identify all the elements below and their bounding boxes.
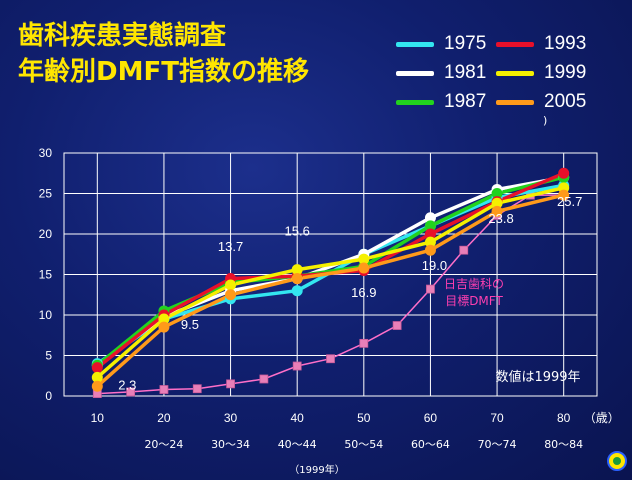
legend: 1975 1993 1981 1999 1987 2005: [396, 30, 626, 130]
legend-item-2005: 2005: [496, 90, 586, 114]
x-sub-label-2: 30～34: [211, 438, 250, 451]
annotation-1999: 数値は1999年: [495, 369, 580, 385]
point-1987-70: [491, 188, 503, 199]
y-tick-label-15: 15: [39, 268, 53, 282]
x-tick-label-10: 10: [91, 411, 105, 425]
legend-swatch-1975: [396, 41, 434, 47]
data-label-60: 19.0: [422, 258, 447, 273]
point-2005-80: [558, 189, 570, 201]
point-1999-30: [225, 279, 237, 291]
legend-label-1981: 1981: [444, 62, 487, 83]
legend-label-2005: 2005: [544, 91, 587, 112]
point-1975-40: [291, 285, 303, 297]
legend-item-1987: 1987: [396, 90, 486, 114]
data-label-80: 25.7: [557, 194, 582, 209]
x-sub-label-1: 20～24: [144, 438, 183, 451]
chart-title-line2: 年齢別DMFT指数の推移: [18, 57, 309, 87]
legend-paren: ): [543, 114, 548, 127]
x-sub-label-3: 40～44: [278, 438, 317, 451]
data-label-30: 13.7: [218, 239, 243, 254]
x-sub-label-7: 80～84: [544, 438, 583, 451]
x-sub-label-6: 70～74: [478, 438, 517, 451]
point-1999-50: [358, 253, 370, 265]
series-line-1999: [96, 186, 565, 379]
x-tick-label-60: 60: [424, 411, 438, 425]
point-1999-40: [291, 264, 303, 276]
legend-item-1993: 1993: [496, 32, 586, 56]
target-point-65: [459, 245, 469, 255]
point-2005-10: [91, 380, 103, 392]
legend-item-1981: 1981: [396, 61, 486, 85]
legend-swatch-1987: [396, 99, 434, 105]
target-point-40: [292, 361, 302, 371]
target-point-15: [126, 387, 136, 397]
data-label-10: 2.3: [118, 377, 136, 392]
legend-label-1975: 1975: [444, 33, 487, 54]
x-tick-label-80: 80: [557, 411, 571, 425]
target-point-45: [326, 354, 335, 364]
y-tick-label-30: 30: [39, 146, 53, 160]
legend-swatch-1981: [396, 70, 434, 76]
target-point-55: [392, 321, 402, 330]
data-label-20: 9.5: [181, 317, 199, 332]
point-1993-60: [424, 228, 436, 240]
point-1999-70: [491, 197, 503, 209]
target-label-line2: 目標DMFT: [445, 294, 503, 308]
y-tick-label-0: 0: [45, 389, 52, 403]
x-sub-label-4: 50～54: [344, 438, 383, 451]
y-tick-label-10: 10: [39, 308, 53, 322]
point-1999-20: [158, 313, 170, 325]
point-2005-40: [291, 273, 303, 285]
legend-label-1993: 1993: [544, 33, 587, 54]
y-tick-label-5: 5: [45, 349, 52, 363]
point-2005-20: [158, 321, 170, 333]
point-1993-80: [558, 167, 570, 179]
x-sub-label-5: 60～64: [411, 438, 450, 451]
legend-swatch-1999: [496, 70, 534, 76]
chart-title-line1: 歯科疾患実態調査: [18, 21, 227, 51]
data-label-70: 23.8: [488, 211, 513, 226]
legend-label-1987: 1987: [444, 91, 487, 112]
legend-item-1999: 1999: [496, 61, 586, 85]
x-tick-label-20: 20: [157, 411, 171, 425]
data-label-50: 16.9: [351, 285, 376, 300]
clinic-logo-icon: [607, 451, 627, 471]
y-tick-label-20: 20: [39, 227, 53, 241]
legend-swatch-2005: [496, 99, 534, 105]
target-point-50: [359, 338, 369, 348]
target-point-30: [226, 379, 235, 389]
target-point-25: [192, 384, 202, 394]
point-1999-60: [424, 236, 436, 248]
legend-label-1999: 1999: [544, 62, 587, 83]
legend-item-1975: 1975: [396, 32, 486, 56]
point-2005-30: [225, 289, 237, 301]
x-tick-label-30: 30: [224, 411, 238, 425]
point-2005-70: [491, 205, 503, 217]
data-label-40: 15.6: [285, 224, 310, 239]
x-tick-label-50: 50: [357, 411, 371, 425]
target-point-60: [426, 284, 435, 294]
target-label-line1: 日吉歯科の: [444, 277, 504, 291]
point-1999-10: [91, 371, 103, 383]
legend-swatch-1993: [496, 41, 534, 47]
x-tick-label-70: 70: [490, 411, 504, 425]
chart-title: 歯科疾患実態調査 年齢別DMFT指数の推移: [18, 18, 309, 90]
target-point-35: [259, 374, 269, 384]
target-point-20: [159, 385, 169, 394]
point-2005-60: [424, 244, 436, 256]
y-tick-label-25: 25: [39, 187, 53, 201]
point-2005-50: [358, 262, 370, 274]
series-line-1987: [96, 175, 565, 367]
x-footnote: （1999年）: [289, 463, 344, 476]
x-unit-label: （歳）: [584, 411, 620, 425]
point-1993-10: [91, 362, 103, 374]
point-1987-60: [424, 220, 436, 232]
point-1981-60: [424, 212, 436, 224]
x-tick-label-40: 40: [291, 411, 305, 425]
series-line-2005: [96, 193, 565, 388]
